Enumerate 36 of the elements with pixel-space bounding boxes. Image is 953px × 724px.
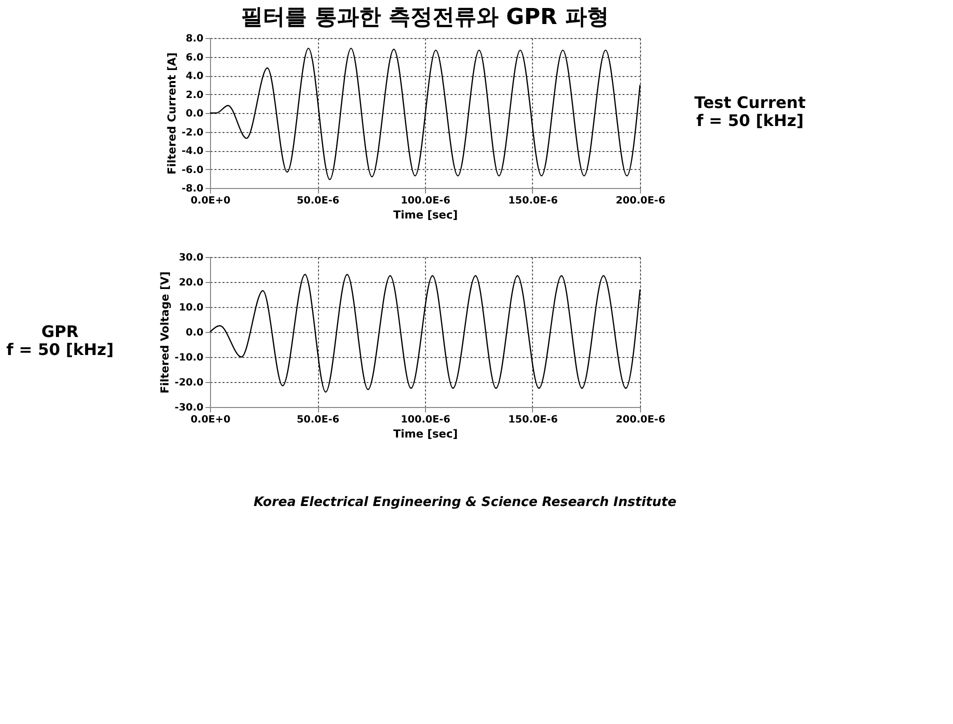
x-tick-label: 0.0E+0	[190, 414, 230, 426]
y-tick-label: 0.0	[186, 108, 204, 120]
x-axis-title: Time [sec]	[393, 428, 458, 440]
y-tick-label: -8.0	[182, 184, 204, 194]
x-tick-label: 100.0E-6	[400, 414, 450, 426]
text: GPR f = 50 [kHz]	[6, 322, 114, 359]
y-tick-label: 6.0	[186, 52, 204, 64]
y-tick-label: 2.0	[186, 90, 204, 101]
y-tick-label: 8.0	[186, 34, 204, 44]
y-tick-label: 4.0	[186, 71, 204, 82]
x-axis-title: Time [sec]	[393, 208, 458, 222]
y-axis-title: Filtered Current [A]	[166, 52, 179, 175]
y-tick-label: -4.0	[182, 146, 204, 157]
chart-title: 필터를 통과한 측정전류와 GPR 파형	[241, 5, 609, 30]
y-tick-label: -2.0	[182, 127, 204, 138]
y-tick-label: 20.0	[178, 278, 204, 288]
y-axis-title: Filtered Voltage [V]	[158, 271, 172, 394]
line-series	[209, 48, 641, 180]
y-tick-label: -20.0	[174, 378, 204, 388]
text: Korea Electrical Engineering & Science Research Institute	[254, 495, 677, 510]
line-series	[209, 274, 641, 393]
x-tick-label: 50.0E-6	[296, 414, 340, 426]
x-tick-label: 0.0E+0	[190, 196, 230, 206]
x-tick-label: 200.0E-6	[616, 196, 666, 206]
x-tick-label: 200.0E-6	[616, 414, 666, 426]
y-tick-label: -10.0	[174, 352, 204, 364]
x-tick-label: 150.0E-6	[508, 196, 558, 206]
y-tick-label: 10.0	[178, 302, 204, 314]
y-tick-label: -6.0	[182, 164, 204, 176]
text: Test Current f = 50 [kHz]	[694, 93, 806, 130]
x-tick-label: 150.0E-6	[508, 414, 558, 426]
y-tick-label: -30.0	[174, 402, 204, 414]
y-tick-label: 30.0	[178, 252, 204, 264]
x-tick-label: 50.0E-6	[296, 196, 340, 206]
x-tick-label: 100.0E-6	[400, 196, 450, 206]
y-tick-label: 0.0	[186, 328, 204, 338]
